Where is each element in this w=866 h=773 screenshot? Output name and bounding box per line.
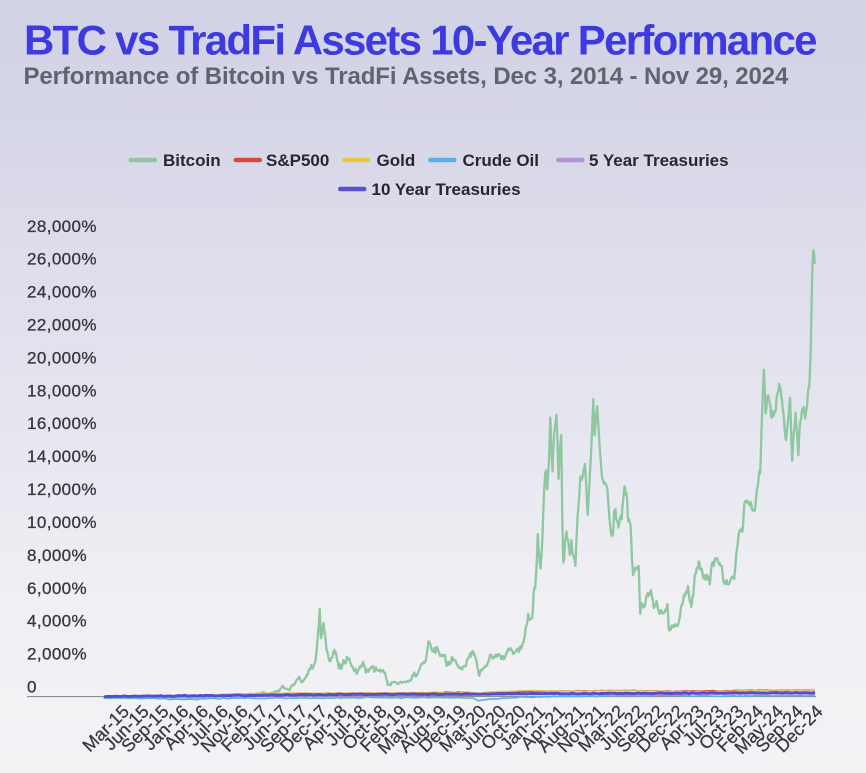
svg-text:0: 0 [27, 678, 37, 697]
svg-text:22,000%: 22,000% [27, 316, 97, 335]
svg-text:14,000%: 14,000% [27, 447, 97, 466]
svg-text:26,000%: 26,000% [27, 250, 97, 269]
svg-text:Performance of Bitcoin vs Trad: Performance of Bitcoin vs TradFi Assets,… [24, 63, 789, 90]
svg-text:Crude Oil: Crude Oil [463, 151, 540, 170]
svg-text:24,000%: 24,000% [27, 283, 97, 302]
svg-text:4,000%: 4,000% [27, 612, 87, 631]
svg-text:10,000%: 10,000% [27, 513, 97, 532]
svg-text:12,000%: 12,000% [27, 480, 97, 499]
svg-text:Gold: Gold [377, 151, 416, 170]
svg-text:16,000%: 16,000% [27, 414, 97, 433]
svg-text:10 Year Treasuries: 10 Year Treasuries [372, 180, 521, 199]
svg-text:8,000%: 8,000% [27, 546, 87, 565]
svg-text:5 Year Treasuries: 5 Year Treasuries [589, 151, 729, 170]
svg-text:2,000%: 2,000% [27, 645, 87, 664]
svg-text:BTC vs TradFi Assets 10-Year P: BTC vs TradFi Assets 10-Year Performance [24, 17, 816, 64]
svg-text:S&P500: S&P500 [266, 151, 329, 170]
svg-text:28,000%: 28,000% [27, 217, 97, 236]
svg-text:18,000%: 18,000% [27, 381, 97, 400]
svg-text:Bitcoin: Bitcoin [163, 151, 221, 170]
svg-text:6,000%: 6,000% [27, 579, 87, 598]
svg-text:20,000%: 20,000% [27, 348, 97, 367]
